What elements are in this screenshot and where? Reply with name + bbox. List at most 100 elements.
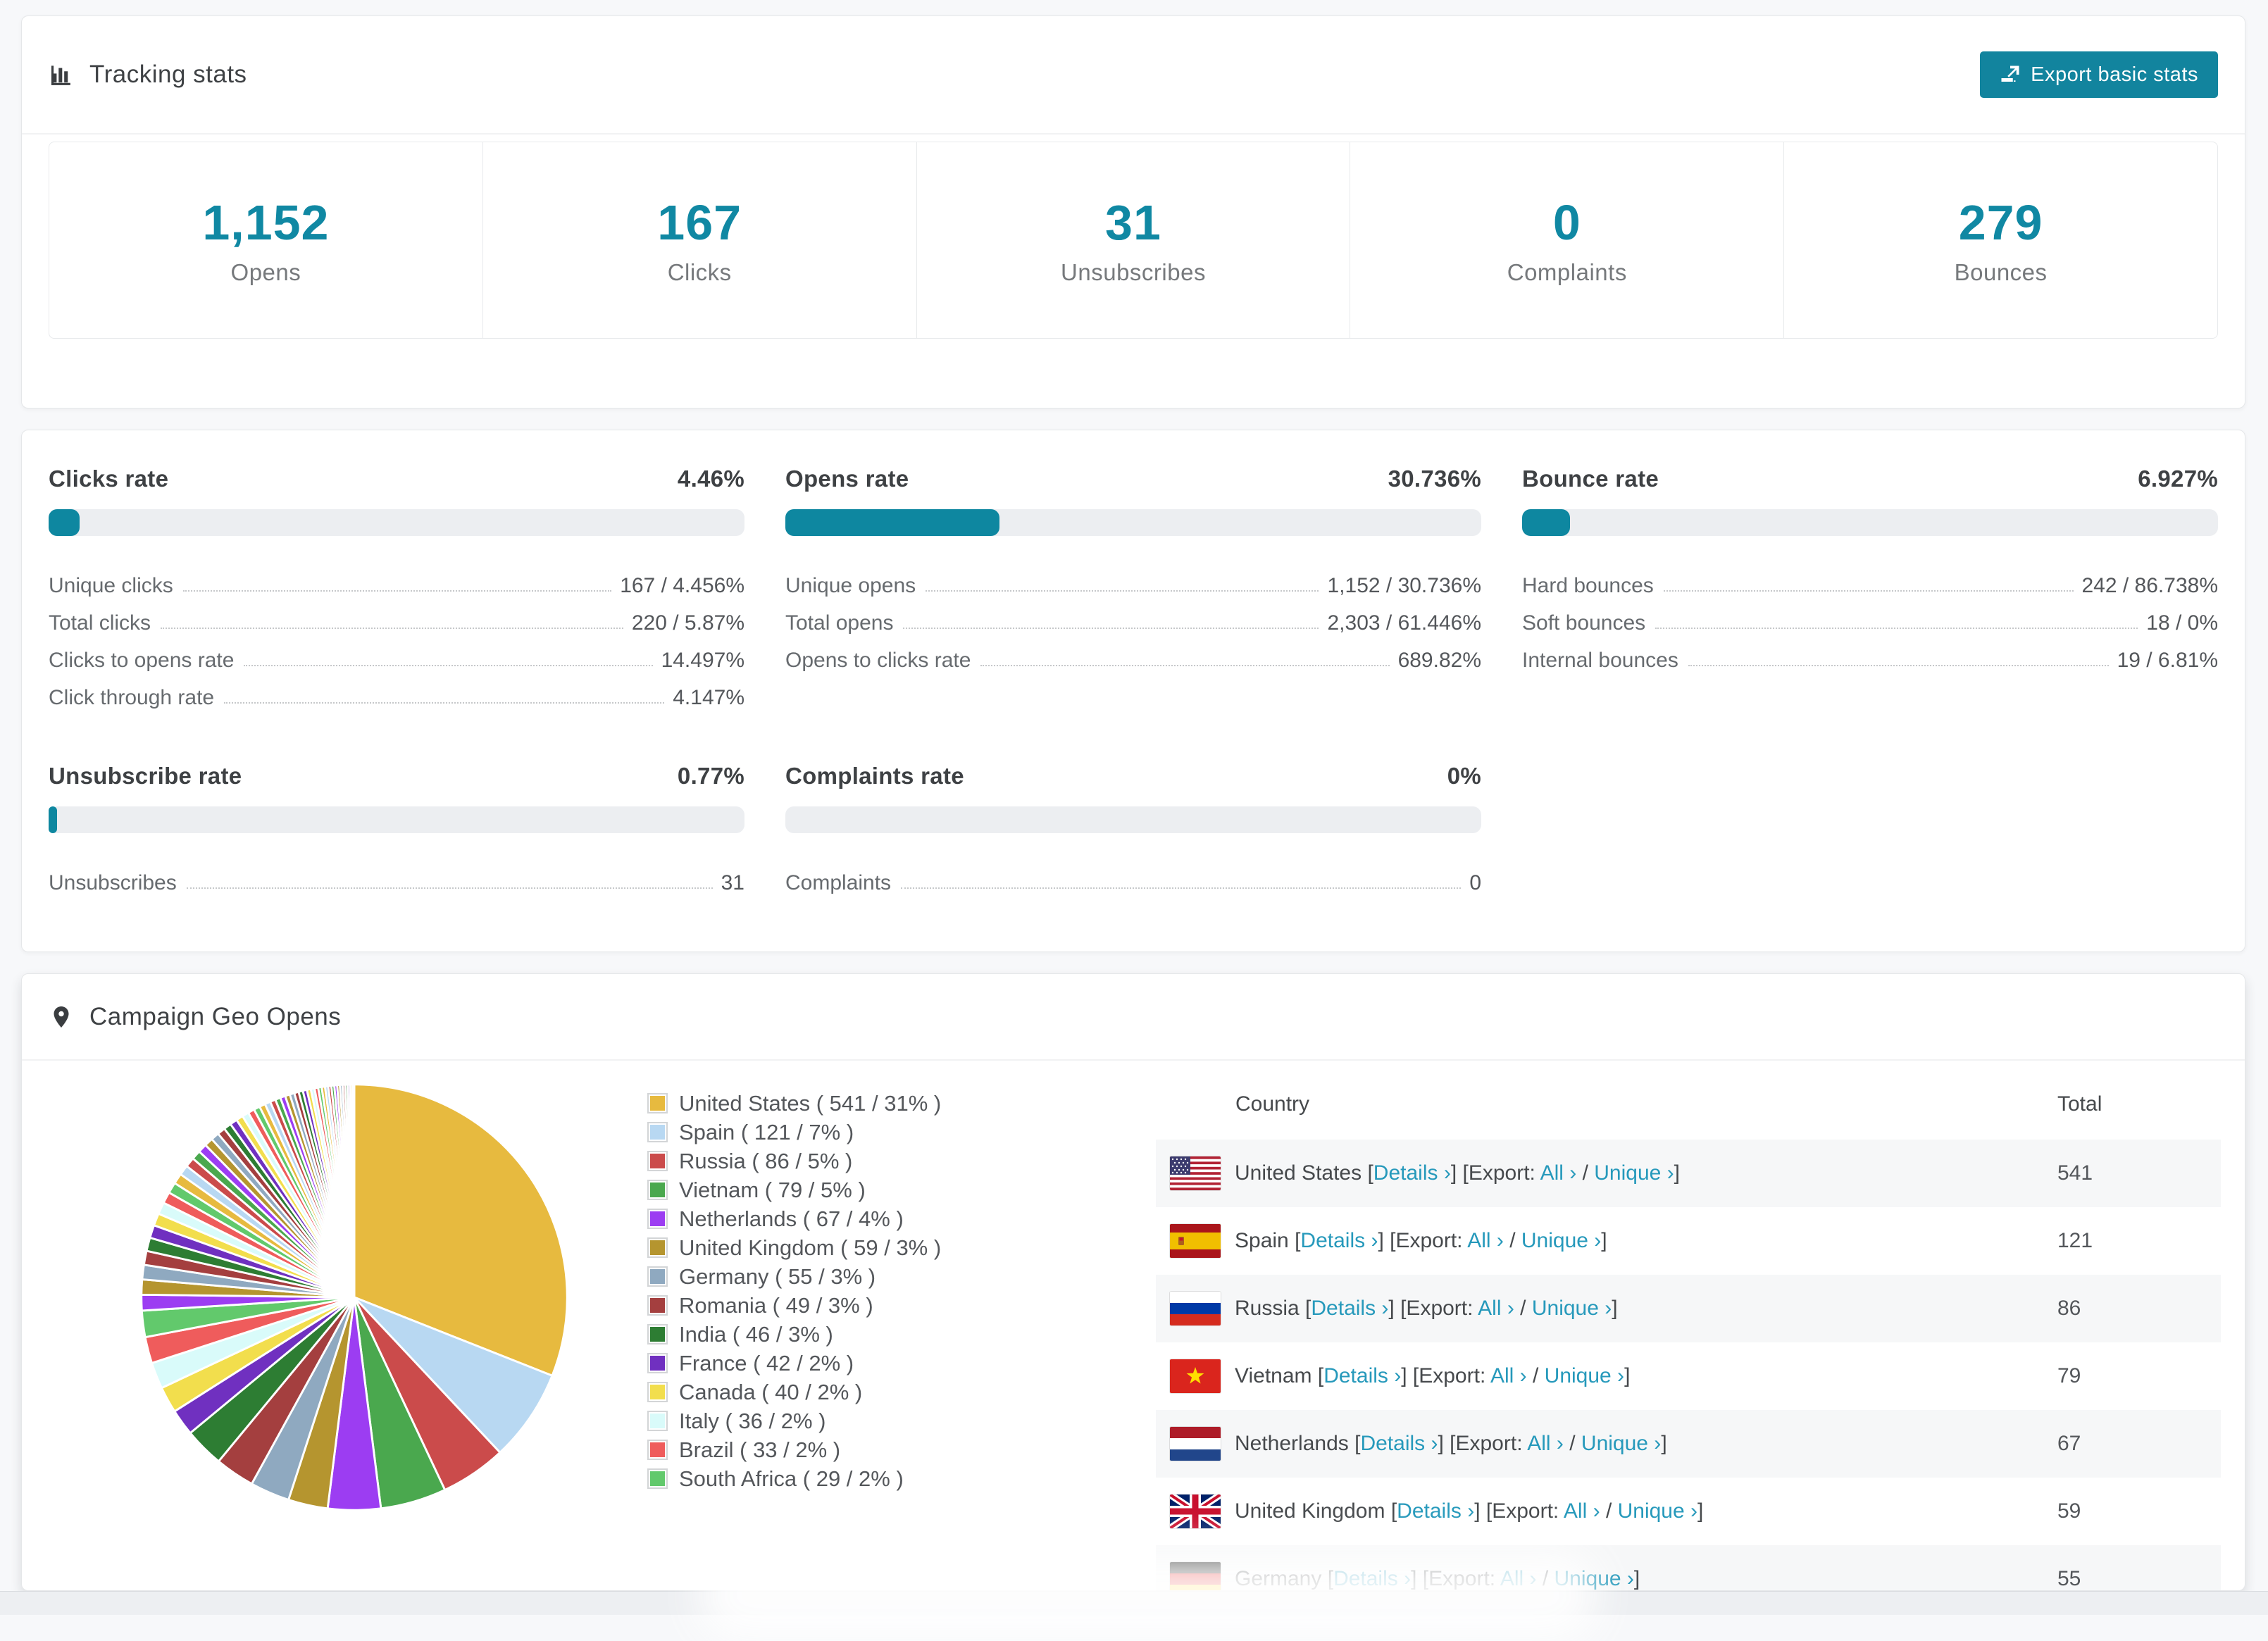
details-link[interactable]: Details › (1333, 1567, 1412, 1590)
legend-label: France ( 42 / 2% ) (679, 1350, 854, 1375)
export-unique-link[interactable]: Unique › (1554, 1567, 1634, 1590)
legend-item: Canada ( 40 / 2% ) (647, 1378, 941, 1406)
legend-label: India ( 46 / 3% ) (679, 1321, 833, 1347)
dotted-leader (186, 887, 713, 889)
export-prefix: [Export: (1390, 1229, 1468, 1252)
details-link[interactable]: Details › (1373, 1161, 1451, 1185)
country-name: United Kingdom (1235, 1499, 1385, 1523)
export-all-link[interactable]: All › (1490, 1364, 1527, 1387)
country-flag-icon (1170, 1427, 1221, 1461)
geo-table-row: Russia [Details ›] [Export: All › / Uniq… (1156, 1275, 2221, 1342)
export-all-link[interactable]: All › (1540, 1161, 1577, 1185)
export-button-label: Export basic stats (2031, 63, 2198, 86)
legend-color-swatch (647, 1295, 668, 1316)
legend-color-swatch (647, 1382, 668, 1402)
export-all-link[interactable]: All › (1467, 1229, 1504, 1252)
rate-detail-label: Click through rate (49, 686, 215, 709)
legend-item: United Kingdom ( 59 / 3% ) (647, 1233, 941, 1262)
dotted-leader (926, 590, 1319, 592)
export-all-link[interactable]: All › (1563, 1499, 1600, 1523)
rate-detail-row: Unique clicks 167 / 4.456% (49, 560, 744, 597)
legend-label: Vietnam ( 79 / 5% ) (679, 1177, 866, 1202)
details-link[interactable]: Details › (1323, 1364, 1402, 1387)
rate-detail-value: 4.147% (673, 686, 744, 709)
legend-color-swatch (647, 1180, 668, 1200)
rate-detail-value: 19 / 6.81% (2117, 649, 2218, 672)
summary-stat-cell: 1,152 Opens (49, 142, 483, 338)
rate-detail-label: Soft bounces (1522, 611, 1646, 635)
country-name: Germany (1235, 1567, 1322, 1590)
export-unique-link[interactable]: Unique › (1617, 1499, 1698, 1523)
country-cell: Vietnam [Details ›] [Export: All › / Uni… (1235, 1364, 1631, 1387)
rate-detail-row: Unique opens 1,152 / 30.736% (785, 560, 1481, 597)
legend-color-swatch (647, 1122, 668, 1142)
geo-table-row: United Kingdom [Details ›] [Export: All … (1156, 1478, 2221, 1545)
geo-table-row: Vietnam [Details ›] [Export: All › / Uni… (1156, 1342, 2221, 1410)
legend-item: Brazil ( 33 / 2% ) (647, 1435, 941, 1464)
legend-color-swatch (647, 1440, 668, 1460)
dotted-leader (1655, 628, 2138, 629)
rate-detail-value: 14.497% (661, 649, 744, 672)
legend-item: Netherlands ( 67 / 4% ) (647, 1204, 941, 1233)
rate-detail-label: Clicks to opens rate (49, 649, 235, 672)
details-link[interactable]: Details › (1300, 1229, 1378, 1252)
rate-progress-bar (49, 509, 744, 536)
legend-label: Spain ( 121 / 7% ) (679, 1119, 854, 1144)
pie-slice (353, 1296, 554, 1454)
export-basic-stats-button[interactable]: Export basic stats (1980, 51, 2218, 98)
country-flag-icon (1170, 1292, 1221, 1325)
stat-value: 167 (657, 195, 742, 250)
rate-detail-value: 242 / 86.738% (2081, 574, 2219, 597)
export-all-link[interactable]: All › (1527, 1432, 1564, 1455)
legend-label: United Kingdom ( 59 / 3% ) (679, 1235, 942, 1260)
legend-item: France ( 42 / 2% ) (647, 1349, 941, 1378)
details-link[interactable]: Details › (1360, 1432, 1438, 1455)
country-flag-icon (1170, 1495, 1221, 1528)
export-unique-link[interactable]: Unique › (1544, 1364, 1625, 1387)
geo-opens-header: Campaign Geo Opens (22, 974, 2245, 1061)
geo-opens-pie-chart (140, 1083, 568, 1511)
export-all-link[interactable]: All › (1500, 1567, 1537, 1590)
export-unique-link[interactable]: Unique › (1581, 1432, 1662, 1455)
stat-label: Unsubscribes (1061, 259, 1206, 285)
rate-detail-label: Unique clicks (49, 574, 173, 597)
summary-stat-cell: 167 Clicks (483, 142, 917, 338)
rate-detail-value: 689.82% (1397, 649, 1481, 672)
rate-detail-label: Unsubscribes (49, 871, 177, 894)
dotted-leader (903, 628, 1319, 629)
rate-detail-label: Hard bounces (1522, 574, 1654, 597)
rate-progress-bar (785, 806, 1481, 833)
geo-table-header: Country Total (1156, 1069, 2221, 1140)
stat-label: Opens (230, 259, 301, 285)
legend-label: Germany ( 55 / 3% ) (679, 1263, 876, 1289)
legend-color-swatch (647, 1209, 668, 1229)
legend-item: South Africa ( 29 / 2% ) (647, 1464, 941, 1493)
export-unique-link[interactable]: Unique › (1521, 1229, 1602, 1252)
details-link[interactable]: Details › (1397, 1499, 1475, 1523)
export-all-link[interactable]: All › (1478, 1297, 1514, 1320)
country-cell: Netherlands [Details ›] [Export: All › /… (1235, 1432, 1667, 1455)
rate-progress-fill (785, 509, 999, 536)
rate-title: Bounce rate (1522, 466, 1659, 492)
legend-label: Russia ( 86 / 5% ) (679, 1148, 853, 1173)
country-name: Vietnam (1235, 1364, 1312, 1387)
summary-stats: 1,152 Opens 167 Clicks 31 Unsubscribes 0… (49, 142, 2218, 339)
details-link[interactable]: Details › (1311, 1297, 1389, 1320)
bar-chart-icon (49, 61, 75, 88)
export-unique-link[interactable]: Unique › (1594, 1161, 1674, 1185)
country-total: 59 (2057, 1499, 2081, 1523)
dotted-leader (224, 702, 665, 704)
legend-label: United States ( 541 / 31% ) (679, 1090, 942, 1116)
stat-value: 31 (1105, 195, 1161, 250)
country-total: 121 (2057, 1229, 2093, 1252)
legend-item: Germany ( 55 / 3% ) (647, 1262, 941, 1291)
rate-detail-row: Clicks to opens rate 14.497% (49, 635, 744, 672)
legend-color-swatch (647, 1468, 668, 1489)
rate-progress-fill (49, 806, 57, 833)
legend-item: Spain ( 121 / 7% ) (647, 1118, 941, 1147)
legend-item: Russia ( 86 / 5% ) (647, 1147, 941, 1175)
country-name: Russia (1235, 1297, 1300, 1320)
legend-color-swatch (647, 1411, 668, 1431)
summary-stat-cell: 279 Bounces (1784, 142, 2217, 338)
export-unique-link[interactable]: Unique › (1531, 1297, 1612, 1320)
